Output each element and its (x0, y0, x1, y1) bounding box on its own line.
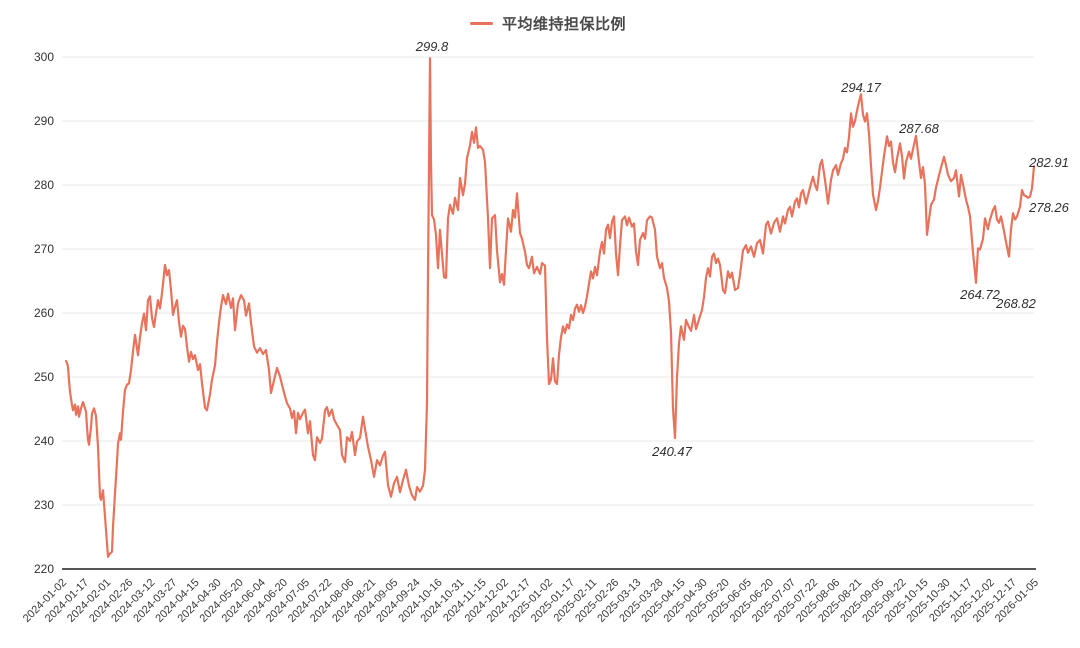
legend-item-avg-maintenance-ratio[interactable]: 平均维持担保比例 (469, 13, 626, 34)
y-axis-tick-label: 240 (34, 434, 54, 448)
annotation-268.82: 268.82 (995, 296, 1037, 311)
annotation-287.68: 287.68 (898, 121, 940, 136)
annotation-294.17: 294.17 (840, 80, 882, 95)
legend-line-marker-icon (469, 22, 493, 25)
annotation-278.26: 278.26 (1028, 200, 1070, 215)
y-axis-tick-label: 290 (34, 114, 54, 128)
y-axis-tick-label: 250 (34, 370, 54, 384)
series-line (64, 57, 1036, 558)
y-axis-tick-label: 220 (34, 562, 54, 576)
y-axis-tick-label: 230 (34, 498, 54, 512)
annotation-264.72: 264.72 (959, 287, 1001, 302)
y-axis-tick-label: 260 (34, 306, 54, 320)
annotation-282.91: 282.91 (1028, 155, 1069, 170)
y-axis-tick-label: 300 (34, 50, 54, 64)
legend-label: 平均维持担保比例 (501, 16, 626, 33)
annotation-299.8: 299.8 (415, 39, 449, 54)
y-axis-tick-label: 270 (34, 242, 54, 256)
y-axis-tick-label: 280 (34, 178, 54, 192)
chart-legend: 平均维持担保比例 (0, 13, 1080, 34)
annotation-240.47: 240.47 (651, 444, 693, 459)
